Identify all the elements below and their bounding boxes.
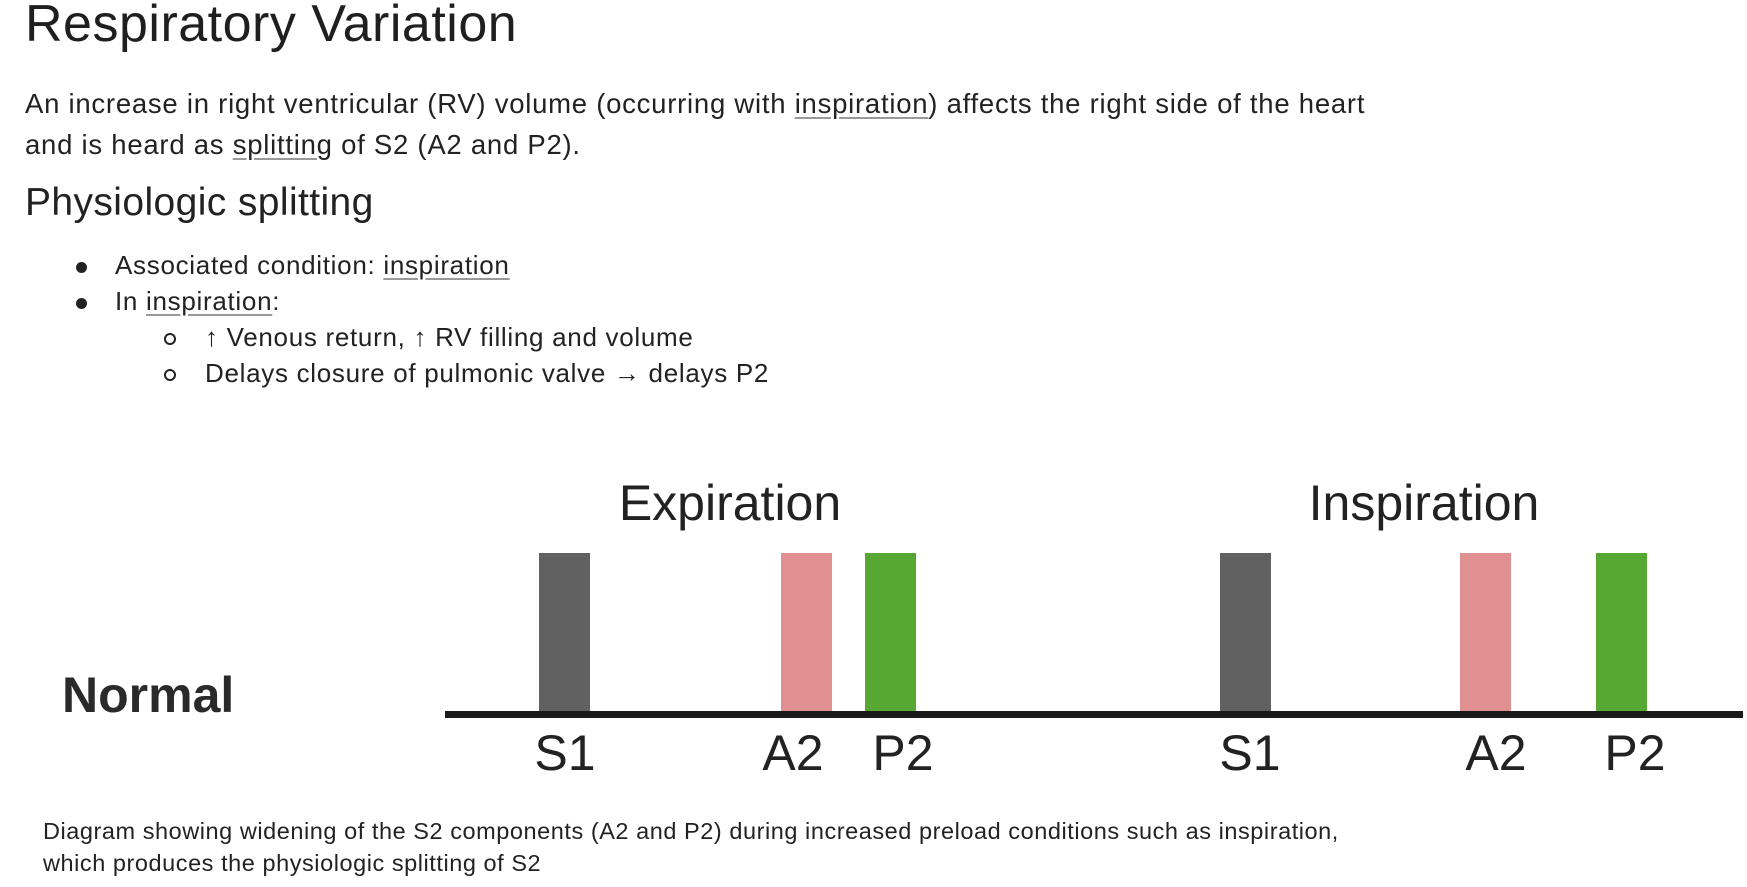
bullet-icon (76, 298, 87, 309)
section-heading: Physiologic splitting (25, 181, 374, 224)
label-p2: P2 (1604, 725, 1666, 781)
intro-text: of S2 (A2 and P2). (332, 129, 581, 160)
link-inspiration[interactable]: inspiration (146, 286, 273, 316)
list-item: Associated condition: inspiration (115, 250, 510, 281)
expiration-s1-bar (539, 553, 590, 712)
link-splitting[interactable]: splitting (232, 129, 333, 160)
label-s1: S1 (534, 725, 596, 781)
list-text: Associated condition: (115, 250, 384, 280)
intro-text: ) affects the right side of the heart (928, 88, 1366, 119)
sub-bullet-icon (164, 333, 176, 345)
phase-title-expiration: Expiration (618, 475, 842, 531)
label-a2: A2 (1465, 725, 1527, 781)
sub-list-item: Delays closure of pulmonic valve → delay… (205, 358, 770, 388)
label-a2: A2 (762, 725, 824, 781)
list-item: In inspiration: (115, 286, 280, 317)
figure-caption-line-2: which produces the physiologic splitting… (43, 850, 542, 876)
list-text: In (115, 286, 147, 316)
sub-list-item: ↑ Venous return, ↑ RV filling and volume (205, 322, 694, 352)
list-text: : (272, 286, 281, 316)
link-inspiration[interactable]: inspiration (794, 88, 929, 119)
intro-line-2: and is heard as splitting of S2 (A2 and … (25, 129, 581, 161)
row-label: Normal (62, 667, 235, 723)
time-axis (445, 711, 1743, 718)
inspiration-a2-bar (1460, 553, 1511, 712)
link-inspiration[interactable]: inspiration (383, 250, 510, 280)
inspiration-s1-bar (1220, 553, 1271, 712)
intro-text: An increase in right ventricular (RV) vo… (25, 88, 795, 119)
phase-title-inspiration: Inspiration (1308, 475, 1540, 531)
sub-bullet-icon (164, 369, 176, 381)
page-title: Respiratory Variation (25, 0, 518, 53)
figure-caption-line-1: Diagram showing widening of the S2 compo… (43, 818, 1339, 844)
expiration-a2-bar (781, 553, 832, 712)
label-s1: S1 (1219, 725, 1281, 781)
intro-line-1: An increase in right ventricular (RV) vo… (25, 88, 1365, 120)
label-p2: P2 (872, 725, 934, 781)
expiration-p2-bar (865, 553, 916, 712)
inspiration-p2-bar (1596, 553, 1647, 712)
intro-text: and is heard as (25, 129, 233, 160)
bullet-icon (76, 262, 87, 273)
